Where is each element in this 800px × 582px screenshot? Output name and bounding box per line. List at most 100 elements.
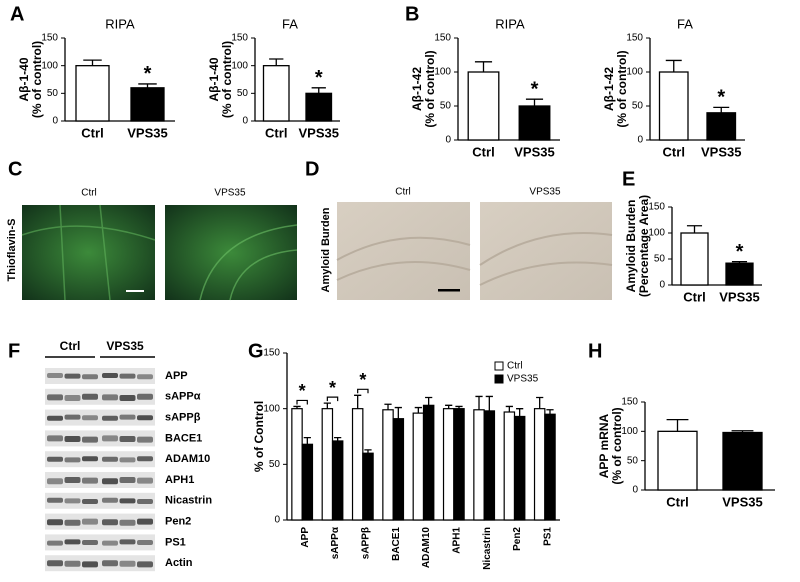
blot-band xyxy=(82,393,98,400)
error-bar xyxy=(425,396,433,406)
blot-label: Pen2 xyxy=(165,516,191,528)
error-bar xyxy=(713,106,730,113)
chart-title: RIPA xyxy=(495,16,525,31)
x-tick-label: BACE1 xyxy=(391,527,402,561)
error-bar xyxy=(474,61,493,72)
blot-band xyxy=(64,560,81,567)
blot-strip xyxy=(45,430,155,447)
y-tick-label: 100 xyxy=(41,60,58,71)
y-tick-label: 100 xyxy=(263,403,280,414)
panel-letter: C xyxy=(8,158,22,180)
y-axis-label: (% of control) xyxy=(423,50,437,127)
y-tick-label: 0 xyxy=(445,135,451,146)
error-bar xyxy=(364,449,372,454)
significance: * xyxy=(736,241,744,263)
x-tick-label: VPS35 xyxy=(127,125,167,140)
error-bar xyxy=(666,418,689,432)
y-tick-label: 150 xyxy=(434,33,451,44)
error-bar xyxy=(525,98,544,106)
significance: * xyxy=(717,87,725,109)
y-tick-label: 50 xyxy=(654,254,666,265)
blot-band xyxy=(102,456,118,462)
blot-band xyxy=(119,395,136,401)
y-tick-label: 0 xyxy=(659,280,665,291)
x-tick-label: VPS35 xyxy=(701,144,741,159)
image-label: VPS35 xyxy=(529,187,561,198)
error-bar xyxy=(516,408,524,417)
legend-swatch xyxy=(494,361,504,371)
bar xyxy=(503,411,516,521)
blot-band xyxy=(102,415,118,421)
blot-group: VPS35 xyxy=(106,339,144,353)
bar xyxy=(382,409,394,521)
blot-band xyxy=(137,374,153,380)
x-tick-label: Ctrl xyxy=(81,125,103,140)
legend-swatch xyxy=(494,374,504,384)
bar xyxy=(513,415,526,521)
panel-letter: H xyxy=(588,340,602,362)
blot-band xyxy=(47,478,63,485)
blot-band xyxy=(137,540,153,545)
y-tick-label: 50 xyxy=(237,88,249,99)
blot-band xyxy=(137,456,153,462)
error-bar xyxy=(311,87,326,94)
blot-strip xyxy=(45,492,155,509)
x-tick-label: VPS35 xyxy=(722,494,762,509)
blot-band xyxy=(64,498,81,504)
image-ylabel: Thioflavin-S xyxy=(6,219,18,282)
bar xyxy=(75,65,110,122)
y-axis-label: (% of control) xyxy=(30,41,44,118)
significance: * xyxy=(315,67,323,89)
x-tick-label: Pen2 xyxy=(512,527,523,551)
error-bar xyxy=(665,59,682,72)
significance-bracket xyxy=(326,396,339,402)
y-tick-label: 0 xyxy=(632,485,638,496)
bar xyxy=(473,409,485,521)
blot-strip xyxy=(45,472,155,488)
significance: * xyxy=(299,381,306,401)
y-tick-label: 50 xyxy=(269,459,281,470)
significance: * xyxy=(531,78,539,100)
y-tick-label: 50 xyxy=(440,101,452,112)
blot-label: sAPPβ xyxy=(165,412,201,424)
bar xyxy=(518,105,551,141)
y-axis-label: (Percentage Area) xyxy=(637,195,651,297)
blot-band xyxy=(82,456,98,462)
blot-band xyxy=(137,436,153,443)
error-bar xyxy=(323,402,331,409)
error-bar xyxy=(485,395,493,411)
blot-band xyxy=(82,415,98,421)
y-axis-label: Aβ-1-40 xyxy=(207,57,221,101)
blot-band xyxy=(102,394,118,401)
bar xyxy=(442,408,455,521)
x-tick-label: Ctrl xyxy=(663,144,685,159)
error-bar xyxy=(83,59,102,66)
blot-band xyxy=(64,395,81,401)
bar xyxy=(412,412,425,521)
y-tick-label: 150 xyxy=(263,348,280,359)
blot-band xyxy=(137,518,153,525)
bar xyxy=(392,418,405,521)
bar xyxy=(658,71,689,141)
bar xyxy=(725,262,754,286)
significance: * xyxy=(359,370,366,390)
bar xyxy=(453,408,465,521)
blot-band xyxy=(47,373,63,378)
blot-band xyxy=(119,498,136,504)
significance: * xyxy=(329,378,336,398)
x-tick-label: sAPPα xyxy=(330,526,341,559)
y-tick-label: 50 xyxy=(47,88,59,99)
panel-letter: F xyxy=(8,340,20,362)
blot-band xyxy=(64,539,81,545)
blot-band xyxy=(82,540,98,545)
chart-title: FA xyxy=(677,16,693,31)
y-axis-label: Aβ-1-42 xyxy=(410,67,424,111)
blot-label: PS1 xyxy=(165,536,186,548)
bar xyxy=(321,408,334,521)
blot-band xyxy=(82,499,98,504)
legend-label: VPS35 xyxy=(507,374,539,385)
blot-strip xyxy=(45,409,155,426)
blot-group: Ctrl xyxy=(60,339,81,353)
blot-band xyxy=(119,560,136,567)
